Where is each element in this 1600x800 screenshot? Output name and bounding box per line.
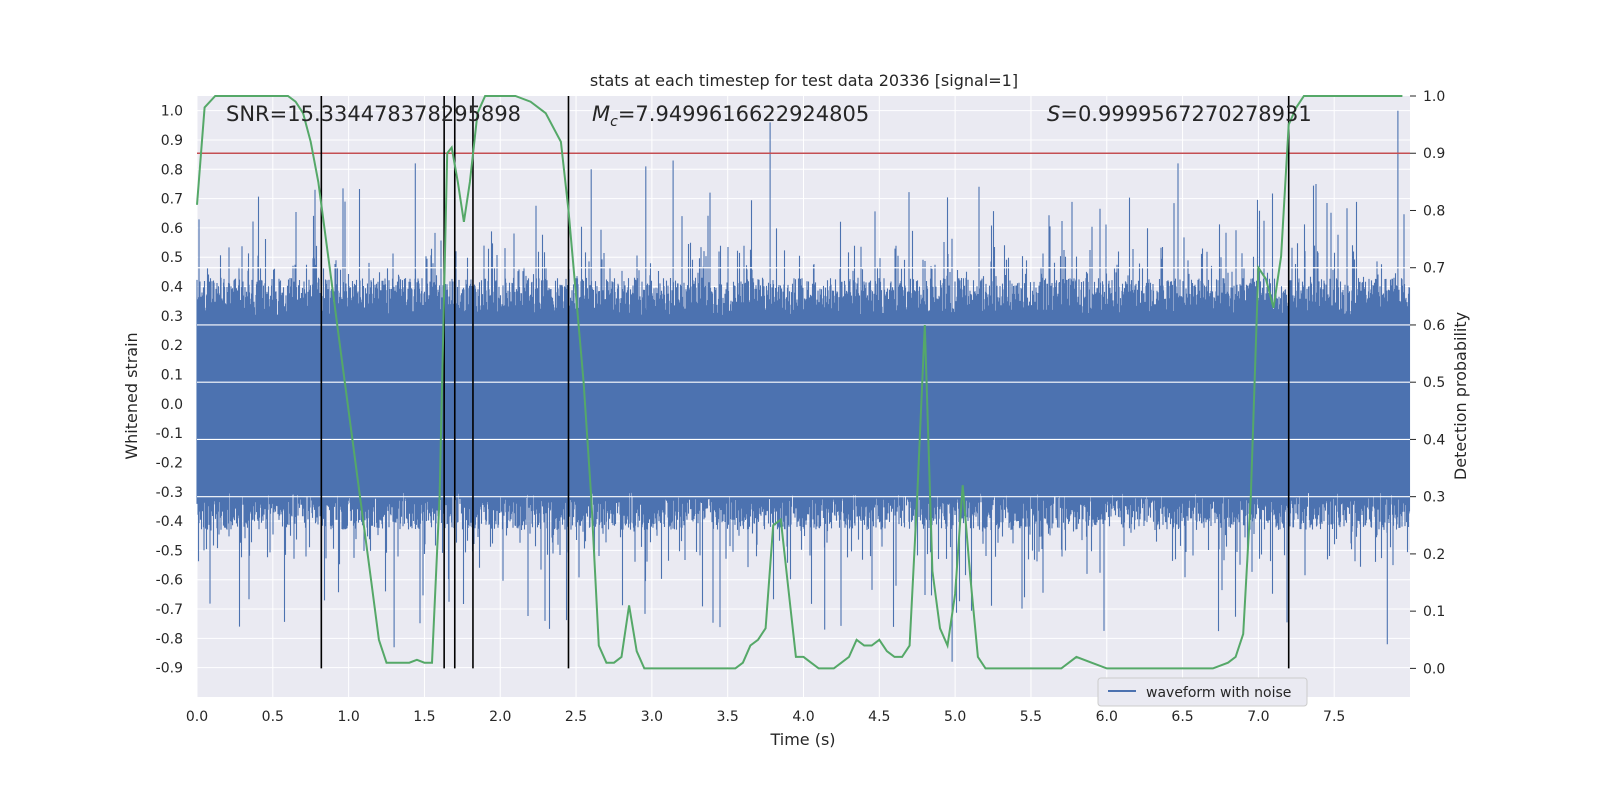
left-y-tick-label: 1.0	[161, 104, 183, 120]
right-y-tick-label: 0.7	[1423, 261, 1445, 277]
left-y-axis-ticks: 1.0 0.9 0.8 0.7 0.6 0.5 0.4 0.3 0.2 0.1 0.0 -0.1 -0.…	[156, 104, 183, 677]
right-axis-gridlines	[197, 267, 1410, 498]
left-y-tick-label: -0.4	[156, 514, 183, 530]
left-y-tick-label: -0.6	[156, 573, 183, 589]
waveform-trace	[196, 110, 1411, 662]
chirp-mass-subscript: c	[610, 114, 618, 130]
chirp-mass-annotation: Mc=7.9499616622924805	[592, 102, 869, 130]
x-tick-label: 2.5	[565, 709, 587, 725]
x-tick-label: 3.5	[717, 709, 739, 725]
left-y-tick-label: 0.8	[161, 162, 183, 178]
right-y-tick-label: 0.5	[1423, 375, 1445, 391]
x-tick-label: 0.0	[186, 709, 208, 725]
right-y-tick-label: 0.4	[1423, 432, 1445, 448]
detection-probability-line	[196, 95, 1403, 670]
left-y-tick-label: -0.2	[156, 455, 183, 471]
chart-title: stats at each timestep for test data 203…	[590, 71, 1018, 90]
x-tick-label: 0.5	[262, 709, 284, 725]
x-axis-label: Time (s)	[769, 730, 835, 749]
right-y-tick-label: 0.9	[1423, 146, 1445, 162]
score-annotation: S=0.9999567270278931	[1047, 102, 1312, 126]
left-y-tick-label: 0.0	[161, 397, 183, 413]
right-y-axis-ticks: 1.0 0.9 0.8 0.7 0.6 0.5 0.4 0.3 0.2 0.1 0.0	[1410, 89, 1445, 677]
score-value: =0.9999567270278931	[1060, 102, 1311, 126]
waveform-series	[196, 110, 1411, 662]
x-tick-label: 6.0	[1096, 709, 1118, 725]
x-tick-label: 5.0	[944, 709, 966, 725]
x-tick-label: 6.5	[1171, 709, 1193, 725]
left-y-tick-label: 0.3	[161, 309, 183, 325]
left-y-axis-label: Whitened strain	[122, 332, 141, 459]
x-tick-label: 7.5	[1323, 709, 1345, 725]
left-y-tick-label: 0.5	[161, 250, 183, 266]
right-y-tick-label: 0.3	[1423, 490, 1445, 506]
legend-label: waveform with noise	[1146, 685, 1291, 701]
legend: waveform with noise	[1097, 677, 1308, 707]
right-y-tick-label: 0.2	[1423, 547, 1445, 563]
left-y-tick-label: -0.3	[156, 485, 183, 501]
score-symbol: S	[1047, 102, 1060, 126]
left-y-tick-label: 0.4	[161, 280, 183, 296]
x-tick-label: 2.0	[489, 709, 511, 725]
x-tick-label: 7.0	[1247, 709, 1269, 725]
x-tick-label: 1.5	[413, 709, 435, 725]
x-tick-label: 3.0	[641, 709, 663, 725]
left-y-tick-label: 0.2	[161, 338, 183, 354]
left-y-tick-label: 0.9	[161, 133, 183, 149]
x-tick-label: 5.5	[1020, 709, 1042, 725]
right-y-tick-label: 0.1	[1423, 604, 1445, 620]
vertical-markers	[320, 96, 1290, 669]
chirp-mass-value: =7.9499616622924805	[618, 102, 869, 126]
left-y-tick-label: -0.5	[156, 543, 183, 559]
right-y-tick-label: 0.8	[1423, 203, 1445, 219]
left-y-tick-label: -0.1	[156, 426, 183, 442]
left-y-tick-label: 0.1	[161, 368, 183, 384]
right-y-tick-label: 0.0	[1423, 661, 1445, 677]
left-y-tick-label: -0.9	[156, 661, 183, 677]
left-y-tick-label: 0.7	[161, 192, 183, 208]
x-tick-label: 4.0	[792, 709, 814, 725]
right-y-tick-label: 0.6	[1423, 318, 1445, 334]
legend-box	[1097, 677, 1308, 707]
x-axis-ticks: 0.0 0.5 1.0 1.5 2.0 2.5 3.0 3.5 4.0 4.5 5.0 5.5 6.0 6…	[186, 709, 1345, 725]
x-tick-label: 4.5	[868, 709, 890, 725]
left-y-tick-label: 0.6	[161, 221, 183, 237]
x-tick-label: 1.0	[337, 709, 359, 725]
right-y-axis-label: Detection probability	[1451, 312, 1470, 480]
right-y-tick-label: 1.0	[1423, 89, 1445, 105]
snr-annotation: SNR=15.334478378295898	[226, 102, 521, 126]
chirp-mass-symbol: M	[592, 102, 610, 126]
left-y-tick-label: -0.8	[156, 631, 183, 647]
left-y-tick-label: -0.7	[156, 602, 183, 618]
